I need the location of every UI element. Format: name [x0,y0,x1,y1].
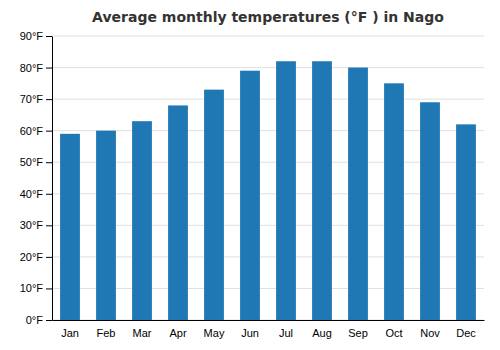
tick: Jan [61,327,79,339]
tick-mark [46,68,52,69]
bar [60,134,80,320]
bar [204,90,224,320]
grid-line [52,67,484,68]
grid-line [52,162,484,163]
grid-line [52,288,484,289]
tick-label: Nov [420,327,440,339]
tick-label: 80°F [20,62,44,74]
bars [60,61,476,320]
tick-mark [46,257,52,258]
bar [312,61,332,320]
axis-line [52,37,53,321]
tick-label: 0°F [26,314,44,326]
tick: Mar [133,327,152,339]
tick: Sep [348,327,368,339]
tick: 20°F [20,251,52,263]
grid-line [52,99,484,100]
tick: 50°F [20,156,52,168]
tick-mark [46,131,52,132]
tick-label: Jan [61,327,79,339]
tick-label: 50°F [20,156,44,168]
tick: Dec [456,327,476,339]
x-axis: Jan Feb Mar Apr May Jun Jul Aug Sep Oct Nov Dec [53,321,485,339]
bar [420,102,440,320]
bar [348,68,368,320]
y-axis: 0°F 10°F 20°F 30°F 40°F 50°F 60°F 70°F 80°F 90°F [20,30,53,326]
tick-label: May [204,327,225,339]
tick: 30°F [20,219,52,231]
bar [456,124,476,320]
tick: Oct [385,327,402,339]
tick-mark [46,225,52,226]
bar [240,71,260,320]
bar [276,61,296,320]
bar [96,131,116,320]
tick-label: Feb [97,327,116,339]
tick-mark [46,288,52,289]
tick-label: 90°F [20,30,44,42]
tick-mark [46,36,52,37]
tick-label: Dec [456,327,476,339]
tick-mark [46,99,52,100]
tick: 90°F [20,30,52,42]
tick: 60°F [20,125,52,137]
grid-line [52,225,484,226]
tick: Aug [312,327,332,339]
bar [384,83,404,320]
title: Average monthly temperatures (°F ) in Na… [92,9,444,25]
tick-label: Mar [133,327,152,339]
plot: Jan Feb Mar Apr May Jun Jul Aug Sep Oct Nov Dec 0°F 1… [20,30,485,339]
tick: 10°F [20,282,52,294]
tick-label: 40°F [20,188,44,200]
tick: 0°F [26,314,52,326]
tick-label: 70°F [20,93,44,105]
tick-label: 20°F [20,251,44,263]
tick: Nov [420,327,440,339]
grid-line [52,256,484,257]
tick-label: Aug [312,327,332,339]
tick: 80°F [20,62,52,74]
tick: 70°F [20,93,52,105]
tick-mark [46,194,52,195]
tick: Apr [169,327,186,339]
axis-line [53,320,485,321]
grid-line [52,320,484,321]
tick: Jul [279,327,293,339]
tick: May [204,327,225,339]
bar [168,105,188,320]
tick-mark [46,320,52,321]
tick-label: 30°F [20,219,44,231]
grid-line [52,130,484,131]
tick-label: 60°F [20,125,44,137]
tick-mark [46,162,52,163]
tick-label: Oct [385,327,402,339]
tick: Feb [97,327,116,339]
grid-line [52,193,484,194]
grid-line [52,36,484,37]
tick-label: 10°F [20,282,44,294]
grid [52,36,484,320]
tick-label: Sep [348,327,368,339]
tick: Jun [241,327,259,339]
tick-label: Apr [169,327,186,339]
tick-label: Jul [279,327,293,339]
tick: 40°F [20,188,52,200]
bar [132,121,152,320]
chart: Jan Feb Mar Apr May Jun Jul Aug Sep Oct Nov Dec 0°F 1… [0,0,500,350]
tick-label: Jun [241,327,259,339]
